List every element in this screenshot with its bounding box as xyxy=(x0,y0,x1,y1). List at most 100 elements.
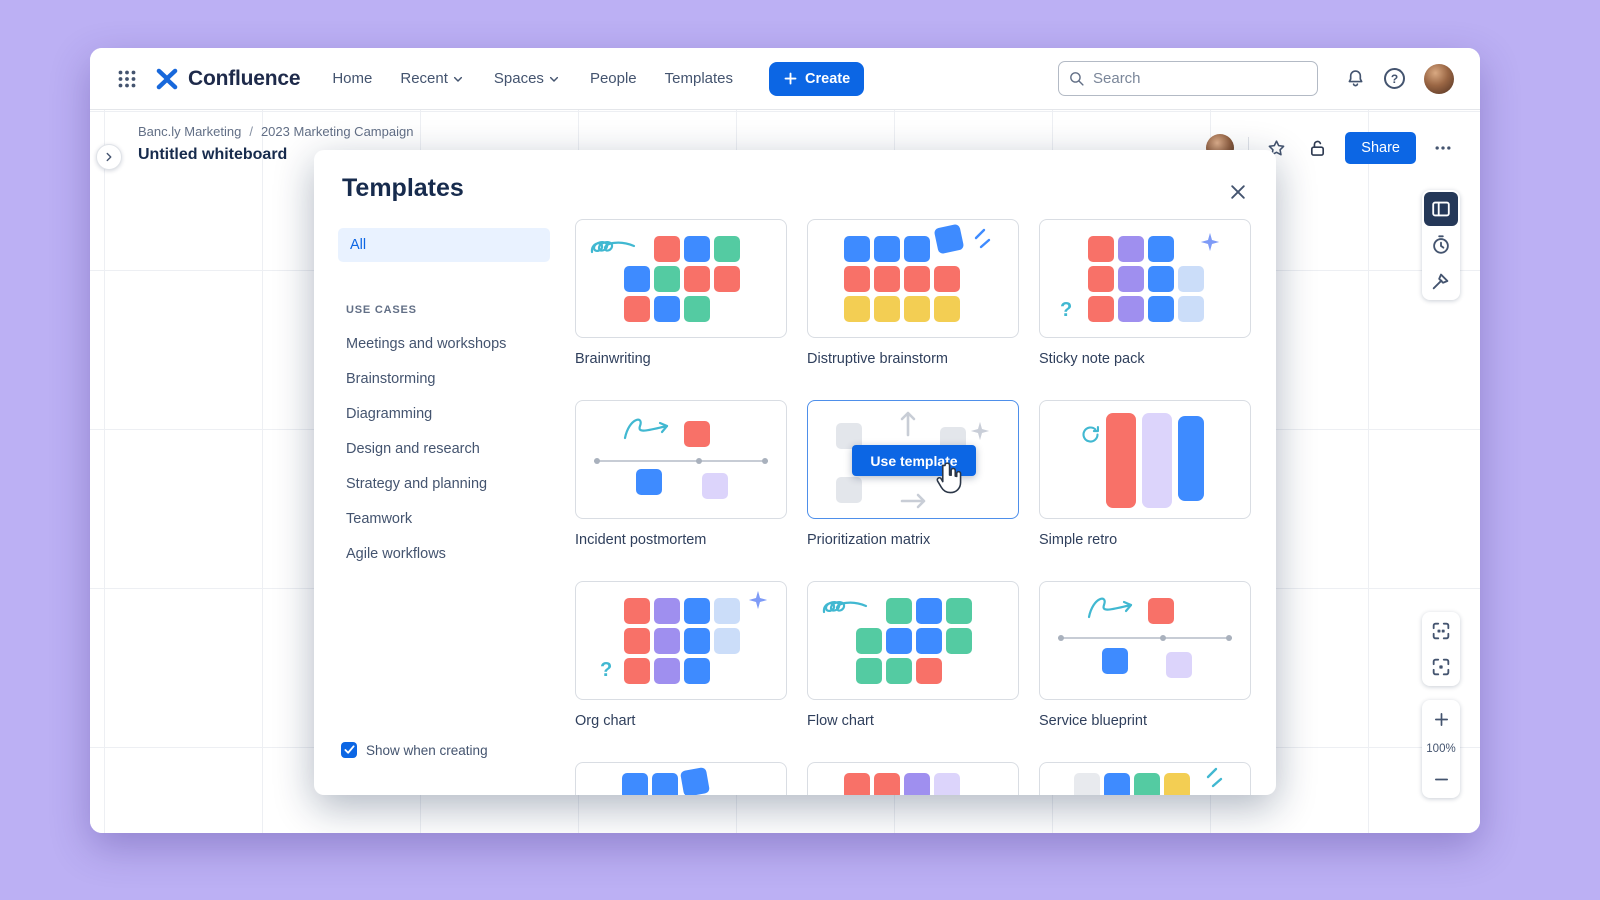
template-name: Brainwriting xyxy=(575,351,651,367)
sticky-note xyxy=(844,773,870,795)
template-card-prioritization-matrix[interactable]: Use template Prioritization matrix xyxy=(807,400,1019,581)
category-teamwork[interactable]: Teamwork xyxy=(346,510,413,527)
category-diagramming[interactable]: Diagramming xyxy=(346,405,433,422)
template-name: Service blueprint xyxy=(1039,713,1147,729)
template-icon xyxy=(1432,201,1450,217)
minus-icon xyxy=(1434,778,1448,780)
sticky-note xyxy=(1088,266,1114,292)
template-card-sticky-note-pack[interactable]: ? Sticky note pack xyxy=(1039,219,1251,400)
help-button[interactable]: ? xyxy=(1379,63,1410,94)
laser-tool-button[interactable] xyxy=(1424,264,1458,298)
retro-column xyxy=(1106,413,1136,508)
nav-item-home[interactable]: Home xyxy=(332,70,372,87)
sticky-note xyxy=(702,473,728,499)
app-switcher-button[interactable] xyxy=(112,64,142,94)
sticky-note xyxy=(904,236,930,262)
sticky-note xyxy=(624,598,650,624)
sticky-note xyxy=(916,658,942,684)
sticky-note xyxy=(1178,266,1204,292)
template-card-flow-chart[interactable]: Flow chart xyxy=(807,581,1019,762)
create-button[interactable]: Create xyxy=(769,61,865,96)
zoom-out-button[interactable] xyxy=(1424,762,1458,796)
zoom-to-selection-icon xyxy=(1432,658,1450,676)
sticky-note xyxy=(714,628,740,654)
sticky-note xyxy=(714,598,740,624)
category-agile-workflows[interactable]: Agile workflows xyxy=(346,545,446,562)
nav-item-spaces[interactable]: Spaces xyxy=(494,70,562,87)
filter-all[interactable]: All xyxy=(338,228,550,262)
sticky-note xyxy=(946,628,972,654)
category-strategy-and-planning[interactable]: Strategy and planning xyxy=(346,475,488,492)
more-button[interactable] xyxy=(1430,135,1456,161)
sticky-note xyxy=(856,658,882,684)
timeline-line xyxy=(594,458,768,464)
template-card[interactable] xyxy=(1039,762,1251,795)
sticky-note xyxy=(1148,598,1174,624)
template-card-org-chart[interactable]: ? Org chart xyxy=(575,581,787,762)
sticky-note xyxy=(934,773,960,795)
sticky-note xyxy=(946,598,972,624)
retro-column xyxy=(1142,413,1172,508)
template-thumbnail: Use template xyxy=(807,400,1019,519)
sparkle-icon xyxy=(1200,232,1220,252)
share-button[interactable]: Share xyxy=(1345,132,1416,164)
sticky-note xyxy=(874,266,900,292)
star-button[interactable] xyxy=(1263,135,1290,162)
category-brainstorming[interactable]: Brainstorming xyxy=(346,370,436,387)
sticky-note xyxy=(624,266,650,292)
template-name: Incident postmortem xyxy=(575,532,707,548)
sticky-note xyxy=(624,296,650,322)
app-grid-icon xyxy=(118,70,136,87)
board-title[interactable]: Untitled whiteboard xyxy=(138,146,288,163)
template-name: Org chart xyxy=(575,713,636,729)
breadcrumb-space[interactable]: Banc.ly Marketing xyxy=(138,124,242,139)
zoom-to-fit-button[interactable] xyxy=(1424,614,1458,648)
plus-icon xyxy=(784,72,797,85)
zoom-in-button[interactable] xyxy=(1424,702,1458,736)
arrow-up-icon xyxy=(900,411,916,437)
chevron-down-icon xyxy=(453,76,462,82)
template-card-brainwriting[interactable]: Brainwriting xyxy=(575,219,787,400)
bell-icon xyxy=(1348,70,1363,87)
timer-tool-button[interactable] xyxy=(1424,228,1458,262)
scribble-icon xyxy=(590,241,636,254)
user-avatar[interactable] xyxy=(1424,63,1454,94)
panel-toggle-button[interactable] xyxy=(96,144,122,170)
zoom-to-selection-button[interactable] xyxy=(1424,650,1458,684)
nav-item-recent[interactable]: Recent xyxy=(400,70,466,87)
template-card-distruptive-brainstorm[interactable]: Distruptive brainstorm xyxy=(807,219,1019,400)
confluence-logo[interactable]: Confluence xyxy=(154,66,301,92)
sticky-note xyxy=(1074,773,1100,795)
category-design-and-research[interactable]: Design and research xyxy=(346,440,480,457)
search-input[interactable] xyxy=(1058,61,1318,96)
notifications-button[interactable] xyxy=(1340,63,1371,94)
sticky-note xyxy=(679,766,711,795)
sticky-note xyxy=(684,628,710,654)
category-meetings-and-workshops[interactable]: Meetings and workshops xyxy=(346,335,507,352)
view-panel xyxy=(1422,612,1460,686)
template-card-service-blueprint[interactable]: Service blueprint xyxy=(1039,581,1251,762)
close-button[interactable] xyxy=(1224,178,1252,209)
template-card[interactable] xyxy=(807,762,1019,795)
confluence-mark-icon xyxy=(156,68,178,89)
nav-item-templates[interactable]: Templates xyxy=(665,70,733,87)
template-card[interactable] xyxy=(575,762,787,795)
lock-button[interactable] xyxy=(1304,135,1331,162)
nav-item-label: Templates xyxy=(664,70,734,87)
sticky-note xyxy=(1118,236,1144,262)
show-when-creating[interactable]: Show when creating xyxy=(341,742,488,758)
create-label: Create xyxy=(805,70,851,87)
sticky-note xyxy=(1118,266,1144,292)
checkbox-checked-icon xyxy=(341,742,357,758)
sticky-note xyxy=(874,236,900,262)
template-card-simple-retro[interactable]: Simple retro xyxy=(1039,400,1251,581)
nav-item-people[interactable]: People xyxy=(590,70,637,87)
template-grid: Brainwriting Distruptive brainstorm? Stick… xyxy=(575,219,1255,795)
breadcrumb-page[interactable]: 2023 Marketing Campaign xyxy=(260,124,414,139)
sticky-note xyxy=(904,266,930,292)
template-card-incident-postmortem[interactable]: Incident postmortem xyxy=(575,400,787,581)
template-name: Sticky note pack xyxy=(1039,351,1145,367)
sticky-note xyxy=(934,266,960,292)
arrow-right-icon xyxy=(900,493,926,509)
templates-tool-button[interactable] xyxy=(1424,192,1458,226)
